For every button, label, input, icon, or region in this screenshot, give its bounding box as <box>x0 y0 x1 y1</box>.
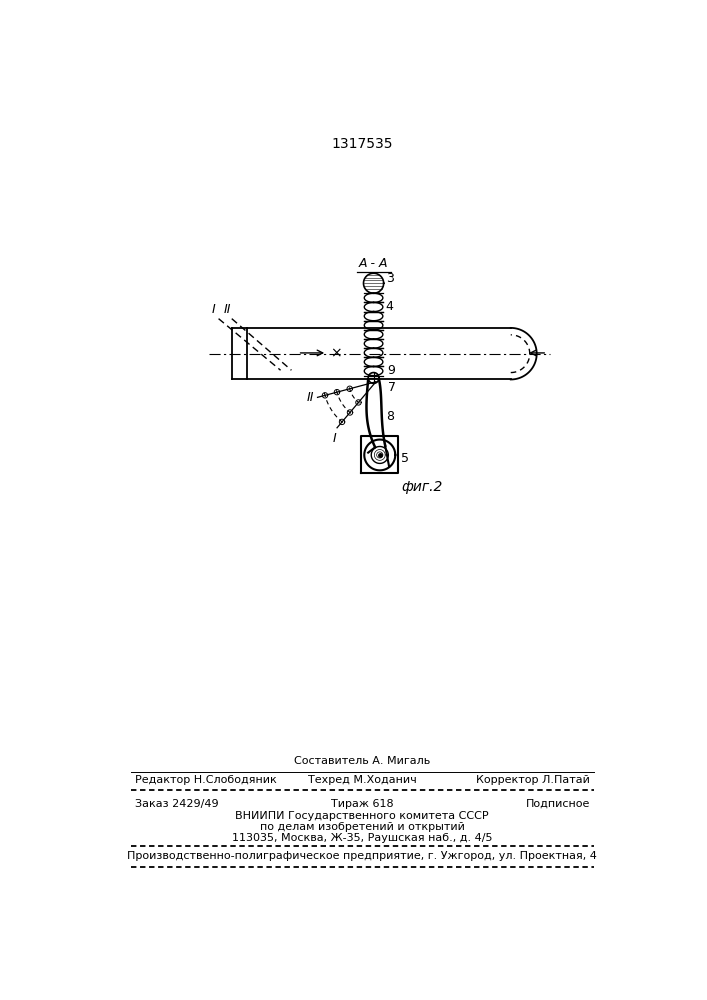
Text: II: II <box>307 391 315 404</box>
Text: по делам изобретений и открытий: по делам изобретений и открытий <box>259 822 464 832</box>
Text: I: I <box>332 432 337 445</box>
Text: фиг.2: фиг.2 <box>402 480 443 494</box>
Text: Заказ 2429/49: Заказ 2429/49 <box>135 799 218 809</box>
Text: 113035, Москва, Ж-35, Раушская наб., д. 4/5: 113035, Москва, Ж-35, Раушская наб., д. … <box>232 833 492 843</box>
Text: 8: 8 <box>385 410 394 423</box>
Text: 4: 4 <box>385 300 393 313</box>
Text: Тираж 618: Тираж 618 <box>331 799 393 809</box>
Text: Техред М.Ходанич: Техред М.Ходанич <box>308 775 416 785</box>
Text: I: I <box>212 303 216 316</box>
Text: Редактор Н.Слободяник: Редактор Н.Слободяник <box>135 775 276 785</box>
Text: Составитель А. Мигаль: Составитель А. Мигаль <box>294 756 430 766</box>
Text: 3: 3 <box>386 272 394 285</box>
Text: A - A: A - A <box>359 257 388 270</box>
Text: 7: 7 <box>387 381 395 394</box>
Text: 5: 5 <box>401 452 409 465</box>
Text: ×: × <box>330 347 341 361</box>
Text: 1317535: 1317535 <box>331 137 392 151</box>
Text: Корректор Л.Патай: Корректор Л.Патай <box>476 775 590 785</box>
Text: II: II <box>224 303 232 316</box>
Text: Подписное: Подписное <box>525 799 590 809</box>
Text: Производственно-полиграфическое предприятие, г. Ужгород, ул. Проектная, 4: Производственно-полиграфическое предприя… <box>127 851 597 861</box>
Text: 9: 9 <box>387 364 395 377</box>
Text: ВНИИПИ Государственного комитета СССР: ВНИИПИ Государственного комитета СССР <box>235 811 489 821</box>
